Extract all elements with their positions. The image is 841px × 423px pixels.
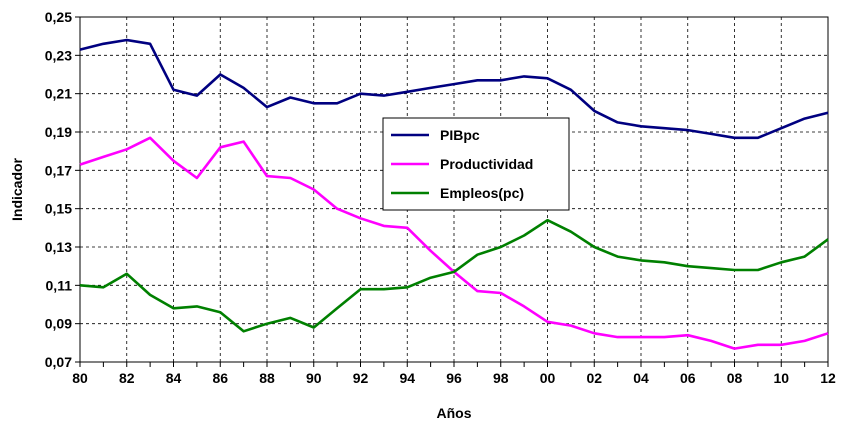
- series-line-empleos-pc: [79, 218, 829, 333]
- tick-labels: 0,07 0,09 0,11 0,13 0,15 0,17 0,19 0,21 0,23 0,25…: [45, 9, 836, 386]
- x-tick-label: 82: [119, 370, 135, 386]
- x-tick-label: 84: [166, 370, 182, 386]
- x-tick-label: 12: [820, 370, 836, 386]
- y-tick-label: 0,23: [45, 47, 72, 63]
- y-tick-label: 0,25: [45, 9, 72, 25]
- x-tick-label: 86: [212, 370, 228, 386]
- x-tick-label: 10: [773, 370, 789, 386]
- x-axis-title: Años: [437, 405, 472, 421]
- x-tick-label: 04: [633, 370, 649, 386]
- y-tick-label: 0,07: [45, 354, 72, 370]
- x-tick-label: 92: [353, 370, 369, 386]
- series-line-pibpc: [79, 38, 829, 140]
- y-tick-label: 0,13: [45, 239, 72, 255]
- y-tick-label: 0,19: [45, 124, 72, 140]
- series-group: [79, 38, 829, 350]
- y-tick-label: 0,15: [45, 201, 72, 217]
- legend-label: Empleos(pc): [440, 185, 524, 201]
- legend-label: Productividad: [440, 156, 533, 172]
- y-axis-title: Indicador: [9, 157, 25, 221]
- y-tick-label: 0,17: [45, 162, 72, 178]
- x-tick-label: 00: [540, 370, 556, 386]
- x-tick-label: 94: [399, 370, 415, 386]
- x-tick-label: 08: [727, 370, 743, 386]
- x-tick-label: 96: [446, 370, 462, 386]
- y-tick-label: 0,21: [45, 86, 72, 102]
- x-tick-label: 98: [493, 370, 509, 386]
- y-tick-label: 0,11: [46, 277, 73, 293]
- legend: PIBpc Productividad Empleos(pc): [382, 117, 570, 211]
- x-tick-label: 80: [72, 370, 88, 386]
- y-tick-label: 0,09: [45, 316, 72, 332]
- legend-items: PIBpc Productividad Empleos(pc): [391, 127, 533, 201]
- x-tick-label: 02: [586, 370, 602, 386]
- legend-label: PIBpc: [440, 127, 480, 143]
- x-tick-label: 88: [259, 370, 275, 386]
- x-tick-label: 06: [680, 370, 696, 386]
- x-tick-label: 90: [306, 370, 322, 386]
